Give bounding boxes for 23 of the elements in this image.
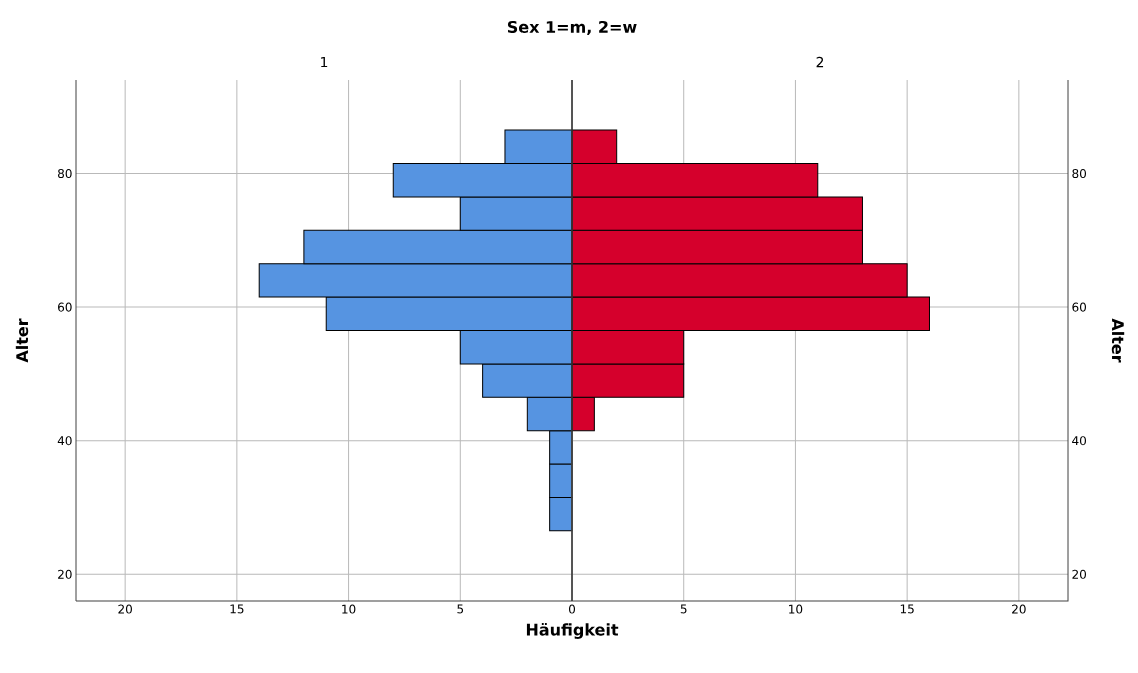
x-tick-label: 15 <box>900 604 914 614</box>
x-tick-label: 10 <box>342 604 356 614</box>
x-tick-label: 20 <box>118 604 132 614</box>
x-tick-label: 20 <box>1012 604 1026 614</box>
y-tick-label: 20 <box>1072 569 1087 579</box>
y-tick-label: 80 <box>58 168 72 179</box>
y2-axis-title: Alter <box>1111 318 1125 363</box>
chart-subtitle: 2 <box>816 56 824 68</box>
y-tick-label: 60 <box>1072 302 1087 312</box>
x-axis-title: Häufigkeit <box>526 623 619 639</box>
x-tick-label: 5 <box>680 604 687 614</box>
chart-title: Sex 1=m, 2=w <box>507 20 637 36</box>
y-tick-label: 40 <box>57 436 72 446</box>
chart-subtitle: 1 <box>321 56 328 68</box>
x-tick-label: 10 <box>789 604 803 614</box>
y-axis-title: Alter <box>15 318 29 363</box>
x-tick-label: 15 <box>230 604 244 614</box>
y-tick-label: 60 <box>58 302 72 312</box>
y-tick-label: 20 <box>58 569 72 579</box>
x-tick-label: 5 <box>457 604 464 614</box>
y-tick-label: 40 <box>1072 436 1087 446</box>
y-tick-label: 80 <box>1072 168 1087 179</box>
x-tick-label: 0 <box>568 604 576 614</box>
